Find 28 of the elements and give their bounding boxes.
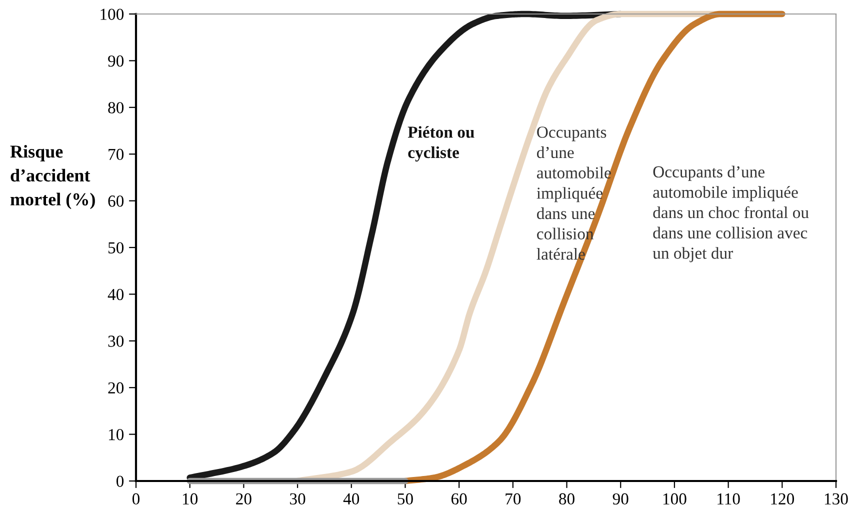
- y-tick-label: 10: [108, 429, 124, 440]
- x-tick-label: 90: [612, 493, 628, 505]
- y-tick-label: 20: [108, 382, 124, 394]
- x-tick-label: 100: [663, 493, 686, 505]
- x-tick-label: 130: [824, 493, 848, 505]
- annotation: Piéton ou cycliste: [408, 126, 474, 162]
- y-tick-label: 90: [108, 55, 124, 67]
- y-tick-label: 60: [108, 196, 124, 207]
- x-tick-label: 40: [343, 493, 360, 505]
- x-tick-label: 0: [132, 493, 140, 505]
- y-tick-label: 80: [108, 102, 124, 114]
- y-tick-label: 100: [100, 8, 124, 20]
- y-tick-label: 0: [116, 476, 124, 487]
- x-tick-label: 70: [506, 493, 521, 505]
- x-tick-label: 60: [451, 493, 467, 505]
- y-tick-label: 70: [108, 148, 124, 160]
- x-tick-label: 30: [290, 493, 306, 505]
- x-tick-label: 110: [718, 493, 740, 505]
- y-tick-label: 40: [108, 288, 124, 300]
- x-tick-label: 80: [559, 493, 574, 505]
- annotation: Occupants d’une automobile impliquée dans un choc frontal ou dans une collision avec un objet dur: [652, 166, 809, 262]
- y-tick-label: 50: [108, 242, 124, 254]
- x-tick-label: 20: [236, 493, 252, 505]
- y-axis-title: Risque d’accident mortel (%): [10, 145, 95, 210]
- x-tick-label: 10: [182, 493, 198, 505]
- x-tick-label: 50: [398, 493, 413, 505]
- y-tick-label: 30: [108, 336, 124, 347]
- x-tick-label: 120: [771, 493, 794, 505]
